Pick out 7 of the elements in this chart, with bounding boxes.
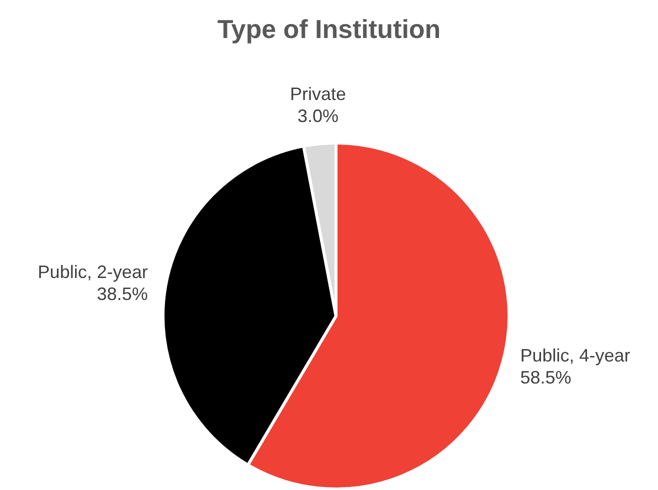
data-label: 38.5% bbox=[96, 284, 148, 304]
chart-title: Type of Institution bbox=[217, 14, 441, 44]
slice-label: Public, 2-year bbox=[38, 262, 148, 282]
slice-label: Private bbox=[290, 84, 346, 104]
data-label: 58.5% bbox=[520, 367, 572, 388]
data-label: 3.0% bbox=[298, 106, 339, 126]
slice-label: Public, 4-year bbox=[520, 345, 630, 366]
